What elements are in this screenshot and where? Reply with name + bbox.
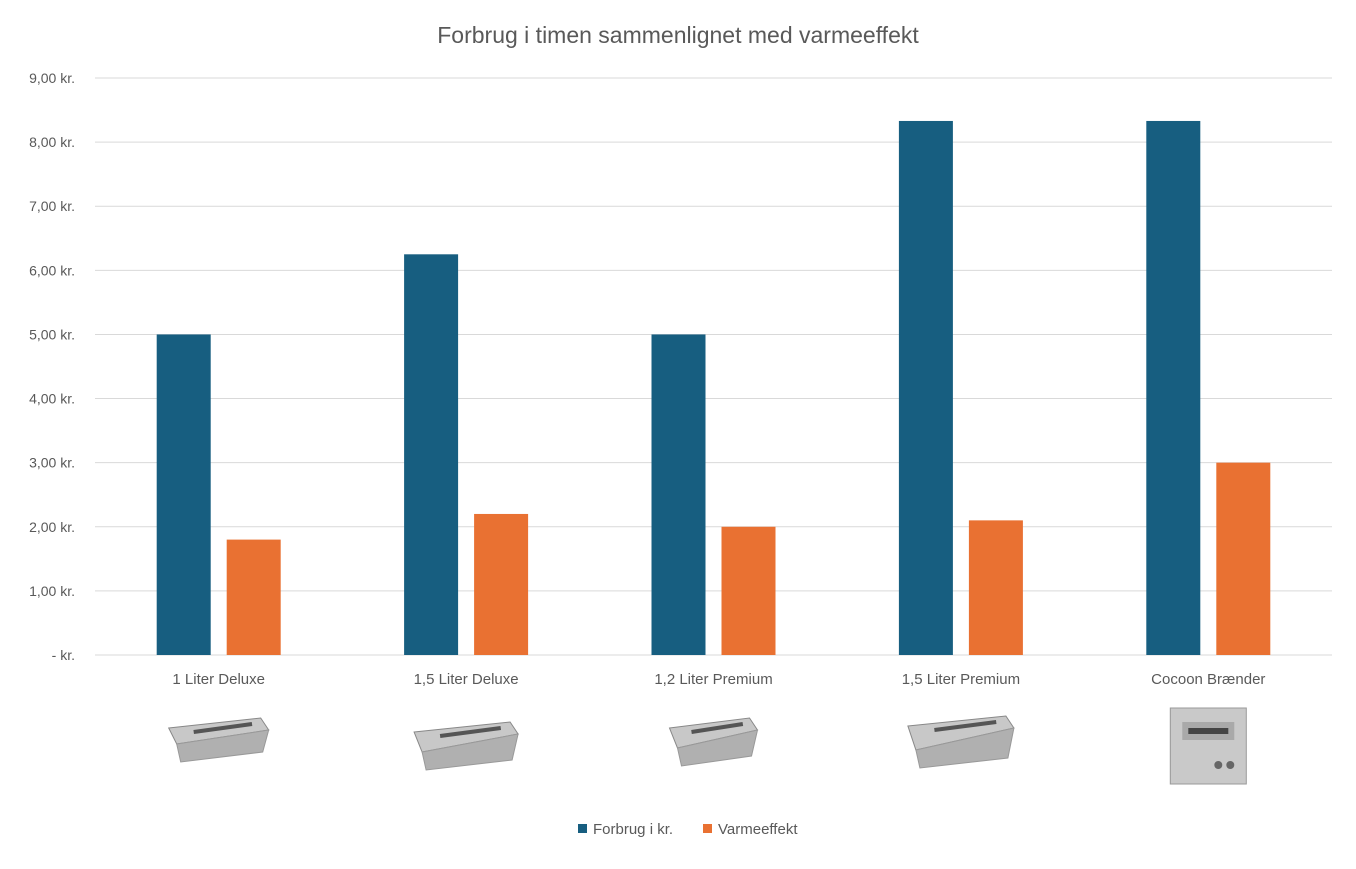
legend-swatch (578, 824, 587, 833)
bar-varmeeffekt (226, 539, 281, 655)
x-tick-label: 1 Liter Deluxe (172, 671, 265, 688)
bar-varmeeffekt (721, 526, 776, 655)
y-tick-label: - kr. (52, 647, 75, 663)
product-image (167, 717, 270, 763)
y-tick-label: 4,00 kr. (29, 391, 75, 407)
legend-swatch (703, 824, 712, 833)
bar-varmeeffekt (1216, 462, 1271, 655)
y-tick-label: 3,00 kr. (29, 455, 75, 471)
y-tick-label: 7,00 kr. (29, 198, 75, 214)
product-image (1169, 707, 1247, 785)
y-tick-label: 6,00 kr. (29, 262, 75, 278)
bar-forbrug (1146, 120, 1201, 655)
bar-varmeeffekt (474, 513, 529, 655)
bar-forbrug (898, 120, 953, 655)
bar-varmeeffekt (968, 520, 1023, 655)
x-tick-label: Cocoon Brænder (1151, 671, 1265, 688)
product-image (668, 717, 759, 767)
chart-title: Forbrug i timen sammenlignet med varmeef… (437, 22, 919, 48)
x-tick-label: 1,5 Liter Deluxe (414, 671, 519, 688)
y-tick-label: 9,00 kr. (29, 70, 75, 86)
legend-label: Forbrug i kr. (593, 821, 673, 838)
bar-forbrug (156, 334, 211, 655)
product-image (413, 721, 519, 771)
bar-forbrug (651, 334, 706, 655)
y-tick-label: 2,00 kr. (29, 519, 75, 535)
y-tick-label: 1,00 kr. (29, 583, 75, 599)
product-image (907, 715, 1015, 769)
y-tick-label: 5,00 kr. (29, 326, 75, 342)
legend-label: Varmeeffekt (718, 821, 798, 838)
y-tick-label: 8,00 kr. (29, 134, 75, 150)
x-tick-label: 1,2 Liter Premium (654, 671, 772, 688)
bar-forbrug (404, 254, 459, 656)
x-tick-label: 1,5 Liter Premium (902, 671, 1020, 688)
